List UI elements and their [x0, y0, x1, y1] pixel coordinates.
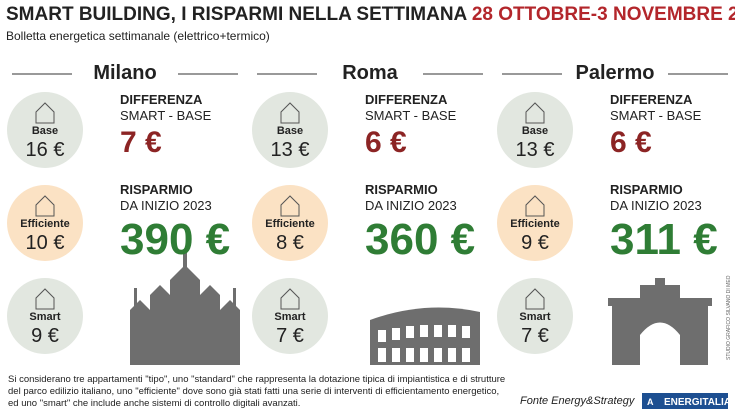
city-name: Milano	[93, 62, 156, 84]
house-icon	[525, 288, 545, 310]
duomo	[130, 250, 240, 365]
savings-title: RISPARMIO	[120, 182, 193, 197]
difference-title: DIFFERENZA	[610, 92, 693, 107]
circle	[497, 185, 573, 261]
base-label: Base	[277, 125, 303, 137]
difference-subtitle: SMART - BASE	[365, 108, 457, 123]
base-label: Base	[522, 125, 548, 137]
base-value: 16 €	[26, 139, 65, 161]
savings-subtitle: DA INIZIO 2023	[365, 198, 457, 213]
subtitle: Bolletta energetica settimanale (elettri…	[6, 29, 270, 43]
savings: 360 €	[365, 215, 475, 264]
efficient-label: Efficiente	[265, 218, 315, 230]
smart-value: 9 €	[31, 325, 59, 347]
house-icon	[280, 195, 300, 217]
house-icon	[525, 195, 545, 217]
circle	[497, 278, 573, 354]
note: Si considerano tre appartamenti "tipo", …	[8, 374, 506, 409]
house-icon	[525, 102, 545, 124]
brand-logo: A	[647, 397, 654, 407]
house-icon	[35, 102, 55, 124]
smart-value: 7 €	[521, 325, 549, 347]
savings: 311 €	[610, 215, 718, 264]
house-icon	[35, 288, 55, 310]
date: 28 OTTOBRE-3 NOVEMBRE 2023	[472, 4, 735, 25]
house-icon	[35, 195, 55, 217]
smart-label: Smart	[274, 311, 306, 323]
brand-box	[642, 393, 728, 409]
savings-title: RISPARMIO	[365, 182, 438, 197]
smart-value: 7 €	[276, 325, 304, 347]
colosseum-arches	[378, 325, 470, 362]
savings-subtitle: DA INIZIO 2023	[610, 198, 702, 213]
circle	[252, 185, 328, 261]
city-name: Palermo	[576, 62, 655, 84]
smart-label: Smart	[519, 311, 551, 323]
city-name: Roma	[342, 62, 398, 84]
base-value: 13 €	[271, 139, 310, 161]
title-line: SMART BUILDING, I RISPARMI NELLA SETTIMA…	[6, 4, 735, 25]
difference-subtitle: SMART - BASE	[120, 108, 212, 123]
savings-subtitle: DA INIZIO 2023	[120, 198, 212, 213]
difference: 6 €	[365, 126, 407, 159]
circle	[497, 92, 573, 168]
difference-subtitle: SMART - BASE	[610, 108, 702, 123]
smart-label: Smart	[29, 311, 61, 323]
circle	[252, 278, 328, 354]
source: Fonte Energy&Strategy	[520, 395, 636, 407]
difference: 6 €	[610, 126, 652, 159]
credit: STUDIO GRAFICO SILVANO DI MEO	[726, 275, 732, 360]
title: SMART BUILDING, I RISPARMI NELLA SETTIMA…	[6, 4, 468, 25]
savings-title: RISPARMIO	[610, 182, 683, 197]
circle	[7, 92, 83, 168]
house-icon	[280, 102, 300, 124]
efficient-value: 8 €	[276, 232, 304, 254]
base-value: 13 €	[516, 139, 555, 161]
difference-title: DIFFERENZA	[365, 92, 448, 107]
circle	[7, 278, 83, 354]
efficient-value: 10 €	[26, 232, 65, 254]
efficient-label: Efficiente	[20, 218, 70, 230]
circle	[7, 185, 83, 261]
circle	[252, 92, 328, 168]
house-icon	[280, 288, 300, 310]
difference: 7 €	[120, 126, 162, 159]
base-label: Base	[32, 125, 58, 137]
savings: 390 €	[120, 215, 230, 264]
palermo-gate	[608, 278, 712, 365]
brand: ENERGITALIA	[664, 397, 731, 408]
efficient-label: Efficiente	[510, 218, 560, 230]
efficient-value: 9 €	[521, 232, 549, 254]
difference-title: DIFFERENZA	[120, 92, 203, 107]
